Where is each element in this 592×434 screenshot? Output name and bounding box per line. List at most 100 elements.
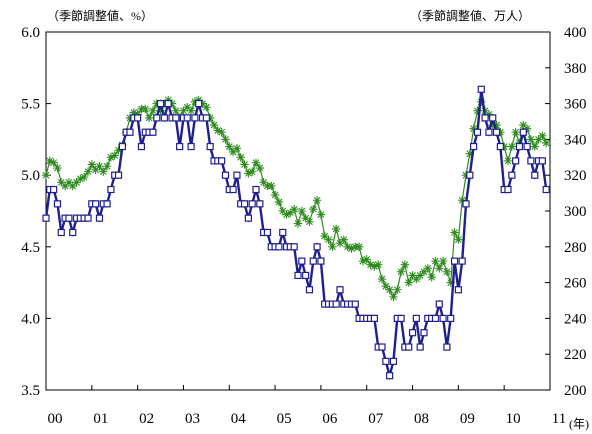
data-point-square <box>512 157 520 165</box>
data-point-star <box>538 131 547 141</box>
data-point-square <box>176 142 184 151</box>
data-point-star <box>530 142 539 151</box>
data-point-star <box>293 219 303 228</box>
data-point-square <box>221 171 230 179</box>
data-point-square <box>470 142 478 151</box>
data-point-star <box>160 99 169 108</box>
data-point-star <box>267 181 276 191</box>
data-point-star <box>183 102 192 112</box>
data-point-square <box>118 142 126 151</box>
data-point-star <box>274 197 284 207</box>
left-tick-label: 3.5 <box>21 383 40 399</box>
right-tick-label: 240 <box>564 311 587 327</box>
data-point-square <box>309 257 317 265</box>
data-point-star <box>282 210 291 219</box>
data-point-star <box>259 178 268 187</box>
x-tick-label: 02 <box>139 411 154 427</box>
data-point-star <box>205 113 215 123</box>
data-point-star <box>473 106 482 115</box>
data-point-square <box>229 185 237 194</box>
data-point-square <box>462 200 470 208</box>
data-point-star <box>129 108 139 117</box>
data-point-star <box>526 135 536 144</box>
data-point-square <box>57 228 65 237</box>
data-point-square <box>126 128 134 136</box>
data-point-square <box>538 157 546 165</box>
data-point-star <box>335 239 345 248</box>
right-tick-label: 200 <box>564 383 587 399</box>
data-point-star <box>431 256 440 266</box>
data-point-square <box>443 343 451 351</box>
data-point-star <box>171 106 181 115</box>
data-point-square <box>153 114 161 122</box>
data-point-star <box>53 163 62 173</box>
data-point-star <box>236 153 245 162</box>
data-point-square <box>294 271 302 280</box>
data-point-star <box>499 142 509 151</box>
data-point-square <box>279 228 287 237</box>
data-point-star <box>186 106 196 115</box>
data-point-star <box>309 205 318 214</box>
data-point-star <box>415 271 425 280</box>
right-tick-label: 300 <box>564 204 587 220</box>
data-point-square <box>263 228 272 237</box>
data-point-star <box>68 181 77 191</box>
data-point-star <box>450 228 459 237</box>
data-point-star <box>331 224 341 234</box>
data-point-square <box>191 114 199 122</box>
data-point-square <box>218 157 226 165</box>
right-tick-label: 220 <box>564 347 587 363</box>
data-point-square <box>164 99 172 108</box>
data-point-star <box>99 167 108 176</box>
data-point-star <box>156 106 165 115</box>
data-point-star <box>454 235 463 244</box>
data-point-square <box>492 128 501 136</box>
data-point-square <box>531 171 539 179</box>
data-point-star <box>278 206 287 216</box>
data-point-square <box>542 185 550 194</box>
data-point-star <box>400 260 410 269</box>
data-point-star <box>404 278 413 287</box>
data-point-square <box>84 214 92 222</box>
x-tick-label: 03 <box>185 411 200 427</box>
data-point-star <box>289 205 299 214</box>
data-point-square <box>489 114 497 122</box>
data-point-square <box>244 214 252 222</box>
data-point-star <box>114 145 123 155</box>
data-point-star <box>358 256 368 266</box>
data-point-square <box>53 200 62 208</box>
series-line <box>44 89 548 381</box>
data-point-star <box>64 178 74 187</box>
x-tick-label: 00 <box>48 411 63 427</box>
data-point-square <box>69 228 77 237</box>
data-point-star <box>251 158 261 167</box>
data-point-star <box>396 267 406 277</box>
data-point-star <box>167 99 177 108</box>
data-point-star <box>438 256 448 266</box>
data-point-square <box>431 314 440 322</box>
data-point-star <box>57 178 66 187</box>
data-point-star <box>385 285 394 294</box>
data-point-star <box>320 231 329 241</box>
data-point-star <box>232 144 242 153</box>
data-point-square <box>523 142 531 151</box>
data-point-square <box>527 157 535 165</box>
data-point-star <box>465 149 475 158</box>
unemployed-count-series <box>41 95 551 302</box>
series-layer <box>41 85 551 381</box>
data-point-star <box>381 281 391 291</box>
data-point-square <box>408 329 417 337</box>
data-point-star <box>106 153 116 162</box>
x-tick-label: 01 <box>93 411 108 427</box>
data-point-square <box>420 329 428 337</box>
data-point-star <box>91 165 100 175</box>
data-point-square <box>92 200 100 208</box>
data-point-star <box>362 255 371 264</box>
data-point-square <box>202 114 210 122</box>
data-point-square <box>504 185 512 194</box>
data-point-star <box>125 113 135 123</box>
data-point-star <box>45 156 55 166</box>
data-point-star <box>79 172 89 182</box>
data-point-star <box>301 213 310 223</box>
data-point-star <box>339 235 349 244</box>
